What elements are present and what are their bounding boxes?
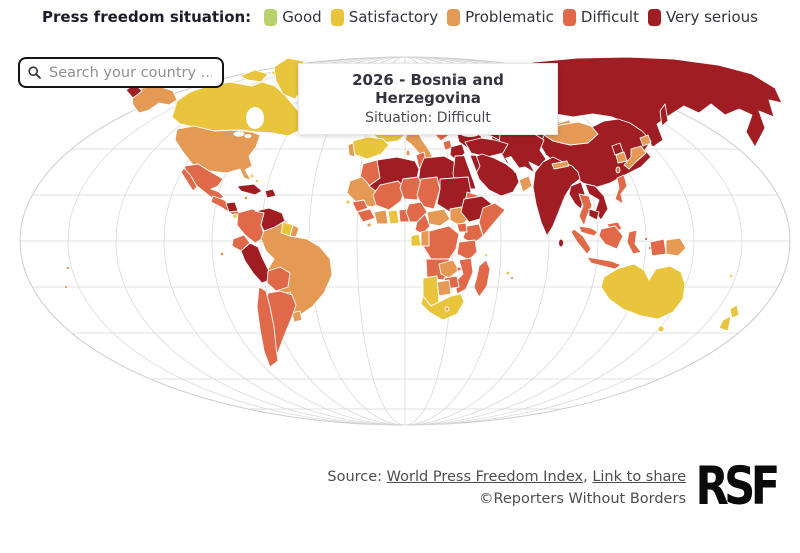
legend-item-good: Good xyxy=(264,8,322,26)
tooltip-title: 2026 - Bosnia and Herzegovina xyxy=(352,71,504,107)
difficult-swatch xyxy=(562,8,576,26)
countries[interactable] xyxy=(63,56,783,368)
world-press-freedom-index-link[interactable]: World Press Freedom Index xyxy=(386,469,584,485)
legend: Press freedom situation: Good Satisfacto… xyxy=(0,8,800,26)
problematic-swatch xyxy=(447,8,461,26)
very-serious-swatch xyxy=(647,8,661,26)
link-to-share[interactable]: Link to share xyxy=(592,469,686,485)
world-map[interactable] xyxy=(12,55,797,455)
country-tooltip: 2026 - Bosnia and Herzegovina Situation:… xyxy=(298,63,558,135)
search-icon xyxy=(28,66,41,79)
legend-item-problematic: Problematic xyxy=(447,8,554,26)
legend-item-very-serious: Very serious xyxy=(647,8,758,26)
search-input[interactable] xyxy=(47,63,214,82)
tooltip-situation: Situation: Difficult xyxy=(365,110,491,126)
legend-item-difficult: Difficult xyxy=(562,8,639,26)
hudson-bay xyxy=(246,107,264,129)
legend-title: Press freedom situation: xyxy=(42,8,252,26)
copyright-line: ©Reporters Without Borders xyxy=(478,491,686,507)
good-swatch xyxy=(264,8,278,26)
great-lake-1 xyxy=(233,131,245,137)
source-attribution: Source: World Press Freedom Index, Link … xyxy=(327,466,686,510)
source-line: Source: World Press Freedom Index, Link … xyxy=(327,469,686,485)
red-sea xyxy=(464,154,484,195)
rsf-logo: RSF xyxy=(695,455,781,517)
great-lake-2 xyxy=(244,134,252,138)
satisfactory-swatch xyxy=(330,8,344,26)
country-search[interactable] xyxy=(18,57,224,88)
legend-item-satisfactory: Satisfactory xyxy=(330,8,438,26)
persian-gulf xyxy=(505,156,521,173)
